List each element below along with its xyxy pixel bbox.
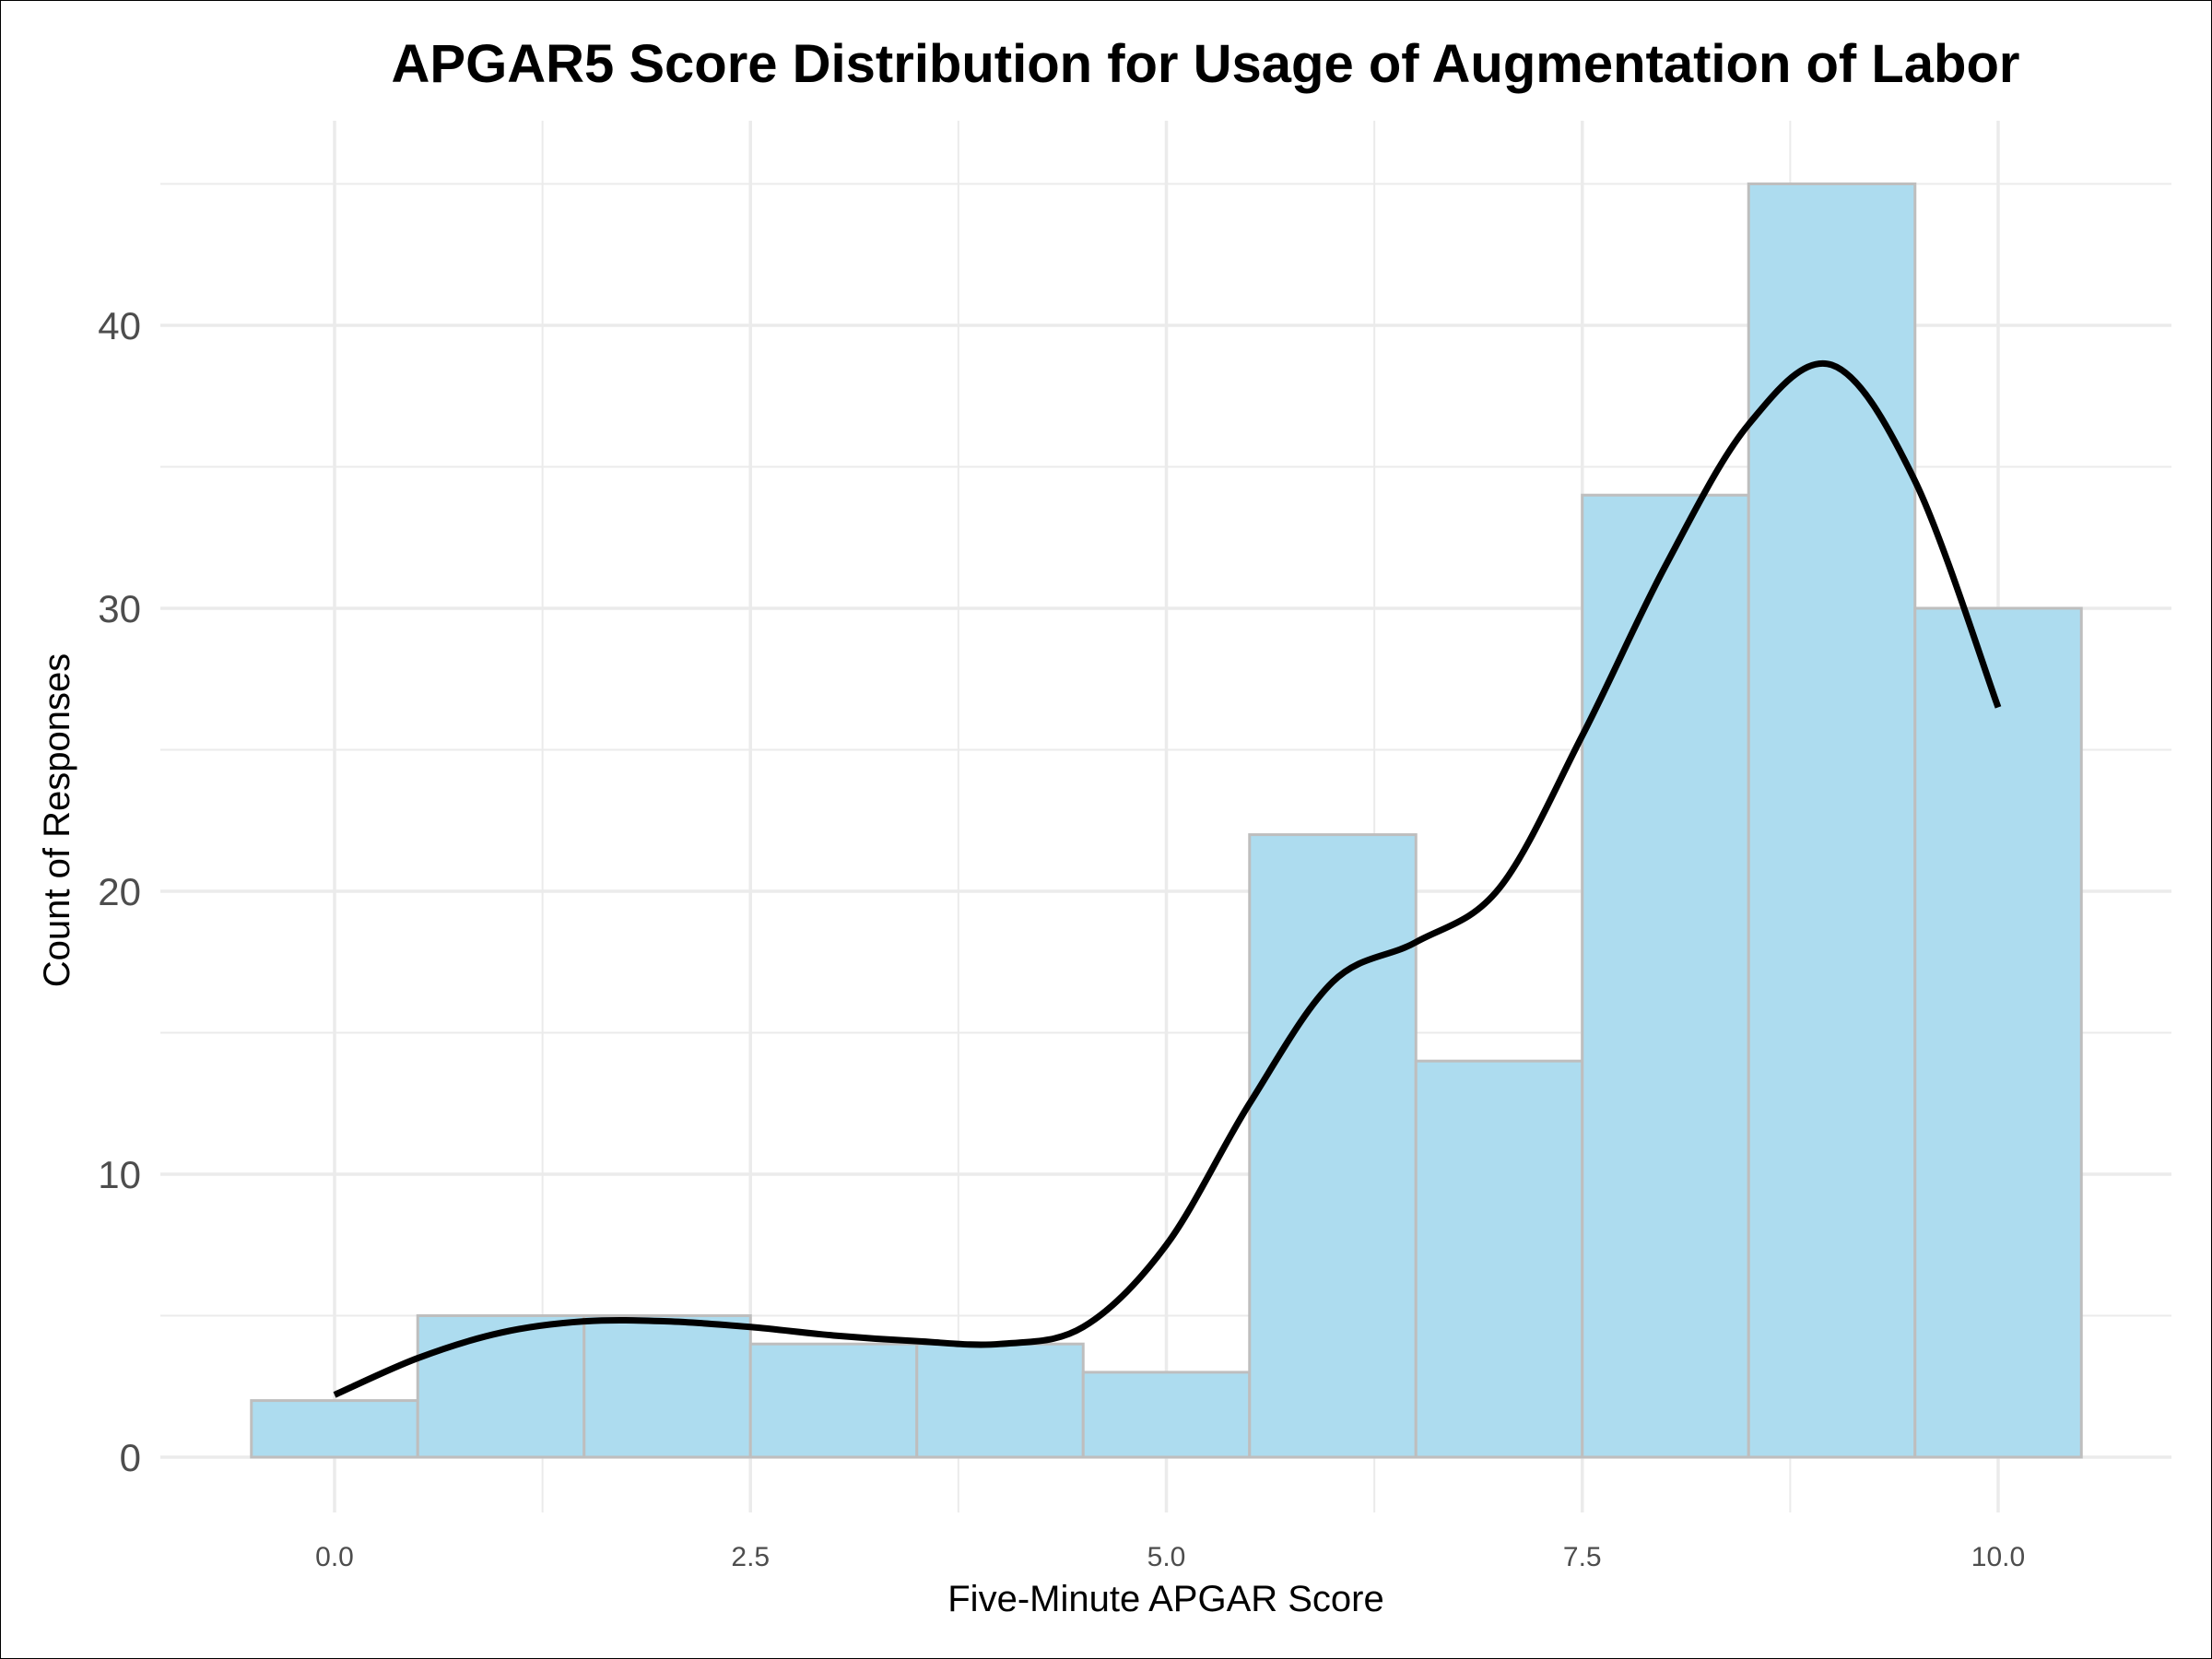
x-tick-label: 7.5 <box>1563 1542 1602 1572</box>
x-tick-label: 10.0 <box>1971 1542 2025 1572</box>
histogram-bars <box>250 182 2083 1459</box>
density-curve <box>333 359 2002 1398</box>
histogram-bar <box>1747 182 1917 1459</box>
histogram-bar <box>1248 833 1418 1459</box>
chart-title: APGAR5 Score Distribution for Usage of A… <box>392 34 2020 94</box>
x-axis-ticks: 0.0 2.5 5.0 7.5 10.0 <box>315 1542 2025 1572</box>
y-axis-ticks: 0 10 20 30 40 <box>98 304 141 1479</box>
x-axis-label: Five-Minute APGAR Score <box>947 1579 1384 1619</box>
histogram-bar <box>915 1342 1085 1459</box>
y-tick-label: 10 <box>98 1153 141 1196</box>
y-tick-label: 40 <box>98 304 141 347</box>
histogram-bar <box>250 1399 419 1459</box>
histogram-bar <box>1414 1059 1584 1459</box>
y-tick-label: 30 <box>98 587 141 630</box>
x-tick-label: 5.0 <box>1147 1542 1186 1572</box>
density-curve-layer <box>333 359 2002 1398</box>
y-tick-label: 20 <box>98 870 141 913</box>
y-axis-label: Count of Responses <box>37 653 77 987</box>
histogram-bar <box>748 1342 919 1459</box>
histogram-bar <box>1581 493 1750 1459</box>
x-tick-label: 0.0 <box>315 1542 354 1572</box>
histogram-bar <box>1913 606 2083 1459</box>
histogram-bar <box>582 1314 752 1459</box>
y-tick-label: 0 <box>120 1436 141 1479</box>
x-tick-label: 2.5 <box>731 1542 770 1572</box>
histogram-bar <box>1081 1371 1252 1459</box>
histogram-bar <box>416 1314 586 1459</box>
